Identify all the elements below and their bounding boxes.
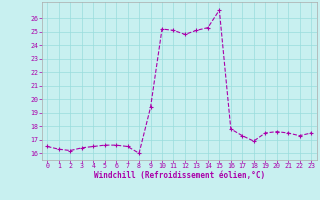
X-axis label: Windchill (Refroidissement éolien,°C): Windchill (Refroidissement éolien,°C) <box>94 171 265 180</box>
